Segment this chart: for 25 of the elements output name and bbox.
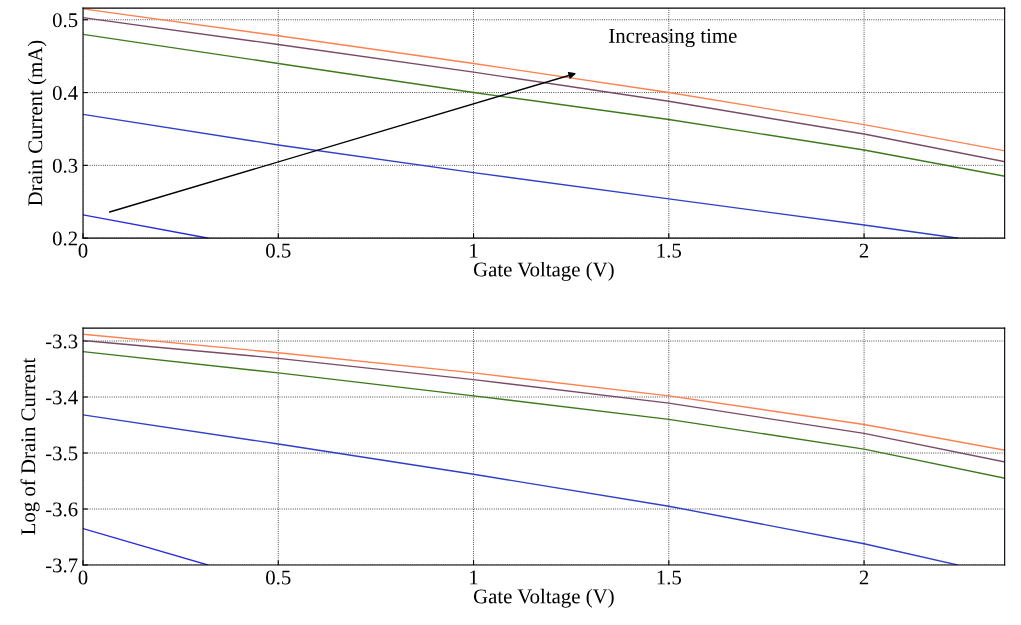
- x-tick-label: 1.5: [657, 570, 682, 585]
- line-series: [83, 350, 1005, 479]
- x-axis-title: Gate Voltage (V): [473, 588, 614, 608]
- y-tick-label: 0.5: [52, 13, 78, 28]
- x-tick-label: 0.5: [266, 243, 291, 258]
- y-tick-label: 0.3: [52, 158, 78, 173]
- y-tick-label: -3.5: [45, 446, 78, 461]
- y-axis-title: Log of Drain Current: [20, 357, 40, 535]
- y-tick-label: 0.2: [52, 231, 77, 246]
- y-tick-label: -3.7: [45, 558, 78, 573]
- x-tick-label: 1: [470, 243, 478, 258]
- x-tick-label: 2: [859, 243, 869, 258]
- x-tick-label: 1.5: [657, 243, 682, 258]
- x-tick-label: 2: [859, 570, 869, 585]
- y-tick-label: -3.4: [45, 390, 78, 405]
- x-tick-label: 0.5: [266, 570, 291, 585]
- y-tick-label: 0.4: [52, 85, 78, 101]
- y-tick-label: -3.6: [45, 502, 78, 517]
- annotation: Increasing time: [609, 28, 737, 48]
- x-tick-label: 1: [470, 570, 478, 585]
- x-tick-label: 0: [78, 570, 88, 585]
- y-axis-title: Drain Current (mA): [27, 40, 47, 206]
- x-tick-label: 0: [78, 243, 88, 258]
- x-axis-title: Gate Voltage (V): [473, 261, 614, 281]
- y-tick-label: -3.3: [45, 334, 78, 349]
